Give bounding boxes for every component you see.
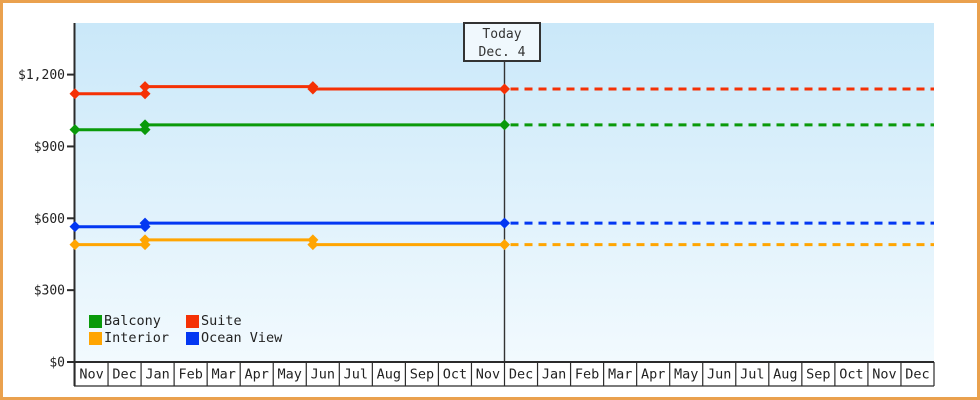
month-label: Jun <box>707 367 731 383</box>
legend-item-label: Balcony <box>104 313 161 329</box>
series-marker-ocean-view <box>139 217 151 229</box>
month-label: Jun <box>311 367 335 383</box>
month-label: Sep <box>806 367 830 383</box>
month-label: Feb <box>178 367 202 383</box>
month-label: Dec <box>905 367 929 383</box>
legend-item-label: Ocean View <box>201 330 283 346</box>
month-label: Jan <box>145 367 169 383</box>
month-label: Feb <box>575 367 599 383</box>
month-label: Dec <box>509 367 533 383</box>
month-label: Oct <box>839 367 863 383</box>
chart-canvas: $0 $300 $600 $900 $1,200 Nov Dec Jan Feb Mar Apr Ma… <box>18 23 935 387</box>
legend-swatch <box>89 314 102 328</box>
month-label: Aug <box>773 367 797 383</box>
legend-item: Interior <box>89 330 186 346</box>
month-label: Nov <box>476 367 500 383</box>
series-marker-suite <box>139 88 151 100</box>
series-marker-ocean-view <box>69 221 81 233</box>
series-marker-interior <box>139 234 151 246</box>
series-marker-balcony <box>69 124 81 136</box>
series-marker-suite <box>307 83 319 95</box>
series-marker-balcony <box>139 119 151 131</box>
legend: Balcony Suite Interior Ocean View <box>89 313 282 346</box>
legend-item: Ocean View <box>186 330 282 346</box>
series-marker-balcony <box>499 119 510 131</box>
month-label: Jul <box>344 367 368 383</box>
y-axis-label: $0 <box>49 356 65 371</box>
legend-swatch <box>186 314 199 328</box>
series-line-interior <box>75 238 505 247</box>
month-label: May <box>674 367 698 383</box>
series-marker-suite <box>69 88 81 100</box>
today-date: Dec. 4 <box>478 45 526 60</box>
today-label: Today <box>482 27 522 42</box>
series-marker-interior <box>69 239 81 251</box>
month-label: May <box>278 367 302 383</box>
legend-item: Suite <box>186 313 282 329</box>
series-marker-interior <box>307 239 319 251</box>
series-line-suite <box>75 85 505 96</box>
month-label: Mar <box>211 367 235 383</box>
y-axis-label: $900 <box>34 140 65 155</box>
legend-swatch <box>186 331 199 345</box>
y-axis-label: $600 <box>34 212 65 227</box>
month-label: Nov <box>79 367 103 383</box>
series-marker-suite <box>139 81 151 93</box>
legend-item: Balcony <box>89 313 186 329</box>
series-marker-ocean-view <box>499 217 510 229</box>
month-label: Apr <box>245 367 269 383</box>
month-label: Sep <box>410 367 434 383</box>
series-marker-suite <box>499 83 510 95</box>
series-marker-interior <box>499 239 510 251</box>
month-label: Nov <box>872 367 896 383</box>
month-label: Aug <box>377 367 401 383</box>
month-label: Oct <box>443 367 467 383</box>
legend-swatch <box>89 331 102 345</box>
month-label: Jan <box>542 367 566 383</box>
y-axis-label: $1,200 <box>18 68 65 83</box>
legend-item-label: Interior <box>104 330 170 346</box>
month-label: Jul <box>740 367 764 383</box>
y-axis-label: $300 <box>34 284 65 299</box>
month-label: Apr <box>641 367 665 383</box>
legend-item-label: Suite <box>201 313 242 329</box>
month-label: Dec <box>112 367 136 383</box>
month-label: Mar <box>608 367 632 383</box>
today-marker-box: Today Dec. 4 <box>463 22 541 62</box>
